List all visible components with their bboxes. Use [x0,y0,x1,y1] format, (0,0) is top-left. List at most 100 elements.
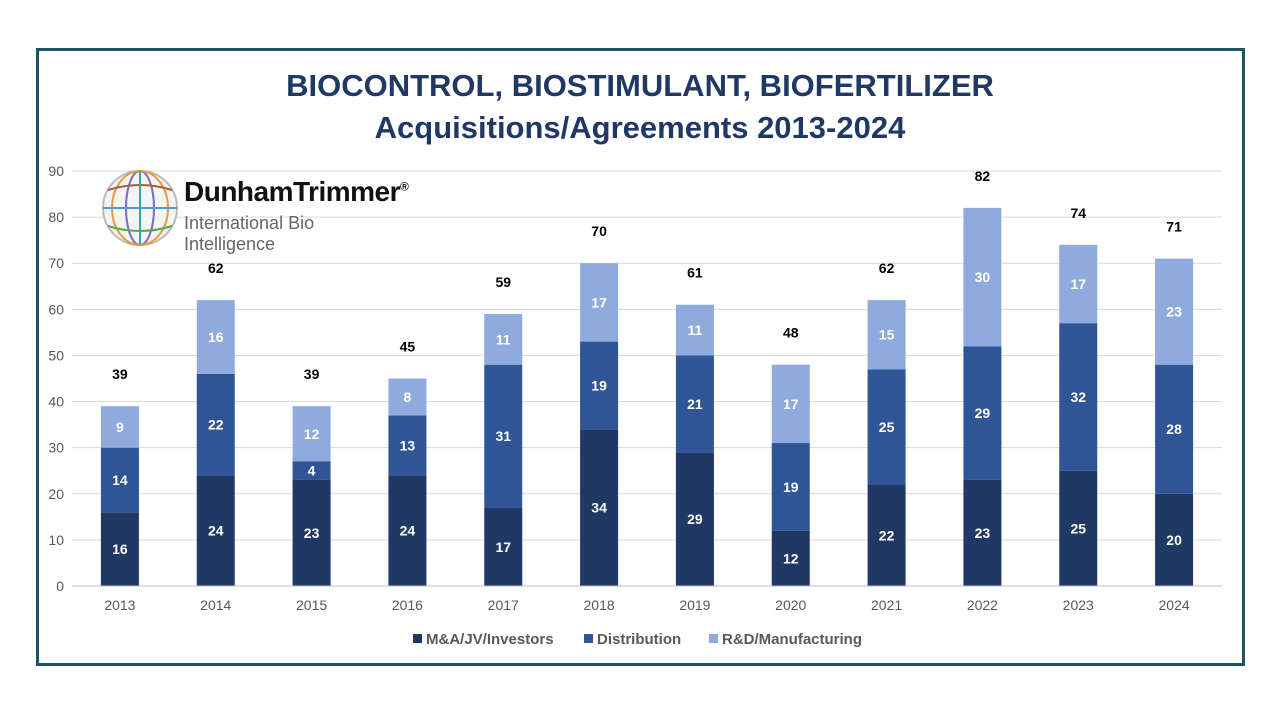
x-tick-label: 2016 [392,597,423,613]
data-label: 22 [879,527,895,543]
bar-segment [771,443,810,531]
total-label: 82 [975,168,991,184]
bar-segment [292,461,331,480]
data-label: 8 [404,389,412,405]
data-label: 20 [1166,532,1182,548]
chart-title: BIOCONTROL, BIOSTIMULANT, BIOFERTILIZER [286,68,994,103]
bar-segment [1155,364,1194,494]
bar-segment [292,479,331,586]
data-label: 17 [783,396,799,412]
data-label: 16 [208,329,224,345]
bar-segment [771,530,810,586]
x-tick-label: 2018 [584,597,615,613]
data-label: 17 [1070,276,1086,292]
y-tick-label: 0 [56,578,64,594]
total-label: 48 [783,325,799,341]
data-label: 34 [591,500,607,516]
bar-segment [484,313,523,365]
data-label: 19 [591,377,607,393]
data-label: 12 [783,550,799,566]
bar-segment [963,479,1002,586]
bar-segment [484,507,523,586]
data-label: 11 [688,322,703,338]
y-tick-label: 10 [48,532,64,548]
globe-icon [102,170,178,246]
data-label: 28 [1166,421,1182,437]
data-label: 25 [879,419,895,435]
logo-name: DunhamTrimmer® [184,176,409,208]
data-label: 19 [783,479,799,495]
bar-segment [196,475,235,586]
data-label: 22 [208,417,224,433]
total-label: 39 [112,366,128,382]
y-tick-label: 20 [48,486,64,502]
x-tick-label: 2014 [200,597,231,613]
bar-segment [580,429,619,586]
logo-name-text: DunhamTrimmer [184,176,401,207]
data-label: 12 [304,426,320,442]
bar-segment [1155,258,1194,365]
bar-segment [292,406,331,462]
bar-segment [867,300,906,370]
x-tick-label: 2019 [679,597,710,613]
data-label: 17 [591,294,607,310]
logo-tagline: International Bio Intelligence [184,213,315,254]
total-label: 59 [495,274,511,290]
data-label: 23 [1166,304,1182,320]
bar-segment [196,373,235,476]
bar-segment [1155,493,1194,586]
data-label: 16 [112,541,128,557]
bar-segment [100,447,139,513]
total-label: 70 [591,223,607,239]
bar-segment [580,263,619,342]
bar-segment [484,364,523,508]
data-label: 30 [975,269,991,285]
data-label: 31 [495,428,511,444]
data-label: 13 [400,437,416,453]
data-label: 4 [308,463,316,479]
data-label: 9 [116,419,124,435]
data-label: 23 [975,525,991,541]
total-label: 71 [1166,219,1182,235]
total-label: 62 [879,260,895,276]
bar-segment [771,364,810,444]
data-label: 21 [687,396,703,412]
data-label: 11 [496,331,511,347]
y-tick-label: 90 [48,163,64,179]
total-label: 39 [304,366,320,382]
bar-segment [675,355,714,453]
legend-label: R&D/Manufacturing [722,631,862,648]
bar-segment [1059,323,1098,471]
bar-segment [1059,244,1098,324]
bar-segment [388,415,427,476]
legend-swatch [413,634,422,643]
bar-segment [1059,470,1098,586]
legend-swatch [584,634,593,643]
x-tick-label: 2021 [871,597,902,613]
x-tick-label: 2020 [775,597,806,613]
total-label: 62 [208,260,224,276]
chart-frame [36,48,1245,666]
total-label: 45 [400,339,416,355]
x-tick-label: 2017 [488,597,519,613]
bar-segment [675,452,714,586]
data-label: 25 [1070,520,1086,536]
y-tick-label: 50 [48,347,64,363]
data-label: 14 [112,472,128,488]
bar-segment [867,369,906,485]
y-tick-label: 80 [48,209,64,225]
x-tick-label: 2023 [1063,597,1094,613]
x-tick-label: 2024 [1159,597,1190,613]
bar-segment [963,207,1002,347]
legend-swatch [709,634,718,643]
bar-segment [388,475,427,586]
data-label: 15 [879,327,895,343]
bar-segment [388,378,427,416]
x-tick-label: 2013 [104,597,135,613]
bar-segment [867,484,906,586]
legend-label: M&A/JV/Investors [426,631,554,648]
data-label: 29 [975,405,991,421]
chart-subtitle: Acquisitions/Agreements 2013-2024 [374,110,906,145]
data-label: 24 [208,523,224,539]
